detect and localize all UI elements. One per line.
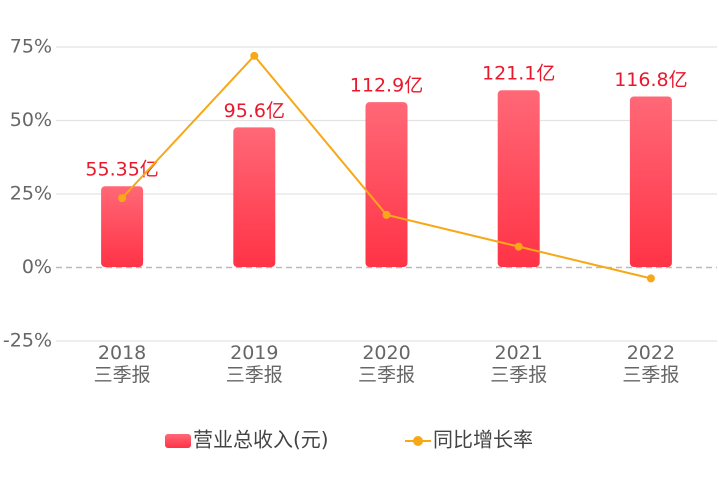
point <box>514 242 523 251</box>
data-label: 55.35亿 <box>85 159 158 181</box>
x-tick-label-line: 2019 <box>230 342 278 364</box>
legend-label: 同比增长率 <box>433 428 533 452</box>
x-tick-label: 2022 三季报 <box>622 342 679 386</box>
data-label: 121.1亿 <box>482 63 555 85</box>
data-label: 116.8亿 <box>614 69 687 91</box>
point <box>646 274 655 283</box>
data-label: 95.6亿 <box>224 100 285 122</box>
x-tick-label-line: 三季报 <box>358 364 415 386</box>
bar <box>629 96 672 267</box>
x-tick-label-line: 2018 <box>98 342 146 364</box>
y-tick-label: 50% <box>10 109 52 131</box>
bar <box>101 186 144 267</box>
y-tick-label: 75% <box>10 36 52 58</box>
x-tick-label-line: 三季报 <box>490 364 547 386</box>
x-tick-label-line: 三季报 <box>622 364 679 386</box>
x-tick-label-line: 2022 <box>627 342 675 364</box>
x-tick-label: 2020 三季报 <box>358 342 415 386</box>
bar <box>497 90 540 267</box>
y-tick-label: 25% <box>10 183 52 205</box>
point <box>118 194 127 203</box>
bar <box>233 127 276 267</box>
x-tick-label-line: 2020 <box>362 342 410 364</box>
legend-label: 营业总收入(元) <box>193 428 329 452</box>
x-tick-label: 2018 三季报 <box>94 342 151 386</box>
data-label: 112.9亿 <box>350 75 423 97</box>
x-tick-label: 2019 三季报 <box>226 342 283 386</box>
point <box>382 210 391 219</box>
y-tick-label: 0% <box>22 256 52 278</box>
y-tick-label: -25% <box>3 330 52 352</box>
point <box>250 51 259 60</box>
x-tick-label-line: 2021 <box>495 342 543 364</box>
bar <box>365 102 408 267</box>
x-tick-label-line: 三季报 <box>226 364 283 386</box>
legend-swatch <box>165 434 191 448</box>
x-tick-label-line: 三季报 <box>94 364 151 386</box>
legend-swatch <box>413 436 423 446</box>
x-tick-label: 2021 三季报 <box>490 342 547 386</box>
